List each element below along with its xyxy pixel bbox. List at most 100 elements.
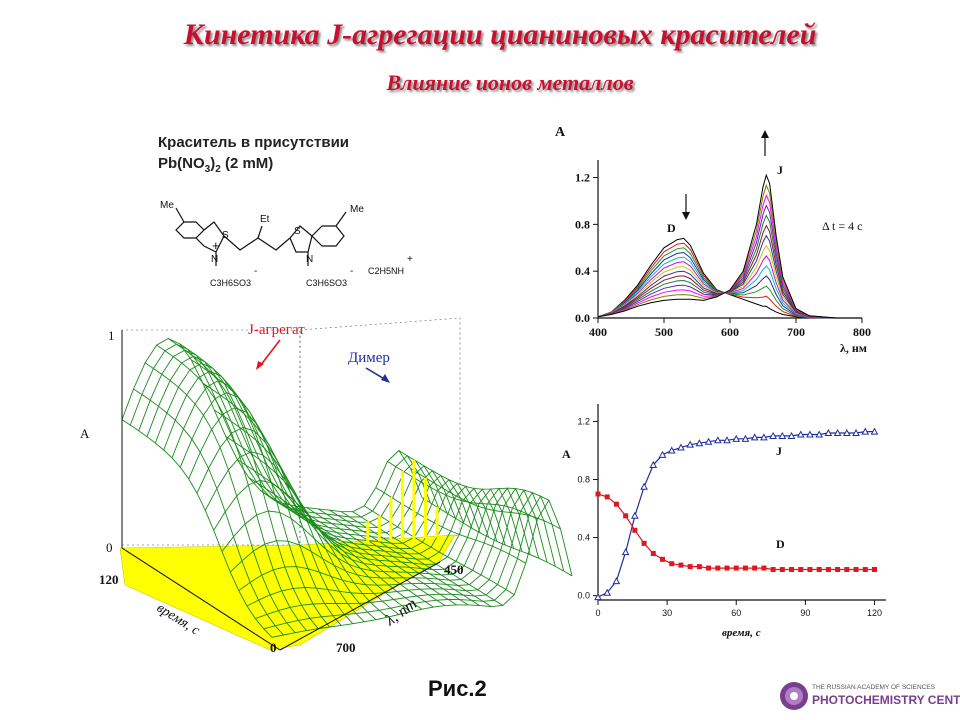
- spectra-y-tick-label: 0.4: [575, 264, 590, 278]
- kinetics-point-D: [678, 562, 684, 568]
- surface-mesh-line-time: [410, 468, 561, 530]
- struct-counter-ion: C2H5NH: [368, 266, 404, 276]
- kinetics-x-tick-label: 120: [867, 608, 882, 618]
- kinetics-point-J: [833, 428, 842, 437]
- kinetics-point-D: [761, 565, 767, 571]
- caption-line-2: Pb(NO3)2 (2 mM): [158, 153, 349, 180]
- kinetics-x-tick-label: 60: [731, 608, 741, 618]
- caption-suffix: (2 mM): [220, 155, 274, 172]
- struct-sulfo-right: C3H6SO3: [306, 278, 347, 288]
- z-tick-0: 0: [106, 540, 113, 555]
- struct-me-right: Me: [350, 204, 364, 215]
- surface-mesh-line-time: [225, 436, 377, 621]
- kinetics-label-d: D: [776, 537, 785, 551]
- surface-mesh-line-time: [179, 343, 331, 628]
- kinetics-point-J: [594, 593, 602, 601]
- kinetics-point-J: [732, 434, 741, 442]
- struct-plus-counter: +: [407, 254, 413, 265]
- figure-label: Рис.2: [428, 676, 487, 701]
- kinetics-point-D: [871, 567, 877, 573]
- kinetics-point-J: [778, 431, 787, 439]
- kinetics-point-D: [779, 567, 785, 573]
- kinetics-point-D: [807, 567, 813, 573]
- surface-mesh-line-time: [156, 344, 307, 631]
- kinetics-point-D: [825, 567, 831, 573]
- struct-minus-left: -: [254, 266, 257, 277]
- kinetics-point-D: [641, 540, 647, 546]
- kinetics-line-J: [597, 431, 875, 598]
- kinetics-y-tick-label: 0.8: [577, 474, 590, 484]
- surface-mesh-line-time: [202, 382, 354, 625]
- struct-sulfo-left: C3H6SO3: [210, 278, 251, 288]
- kinetics-ticks: 0 30 60 90 120 0.0 0.4 0.8 1.2: [577, 416, 882, 618]
- surface-3d-chart: 1 0 A 120 0 450 700 время, с λ, nm J-агр…: [80, 317, 573, 655]
- kinetics-point-J: [695, 439, 704, 447]
- kinetics-point-J: [852, 428, 860, 437]
- kinetics-y-label: A: [562, 447, 571, 461]
- surface-mesh-line-time: [375, 487, 527, 564]
- spectrum-line: [597, 173, 862, 319]
- surface-mesh-line-wavelength: [179, 392, 481, 550]
- kinetics-point-D: [669, 561, 675, 567]
- kinetics-y-tick-label: 0.4: [577, 533, 590, 543]
- kinetics-y-tick-label: 0.0: [577, 591, 590, 601]
- kinetics-point-J: [787, 431, 796, 439]
- kinetics-point-D: [706, 565, 712, 571]
- kinetics-point-J: [713, 436, 722, 444]
- kinetics-point-J: [750, 433, 759, 441]
- kinetics-point-J: [870, 427, 879, 435]
- page-title: Кинетика J-агрегации цианиновых красител…: [183, 18, 817, 51]
- kinetics-point-D: [798, 567, 804, 573]
- kinetics-point-J: [612, 577, 621, 585]
- left-thiazole-ring: [195, 221, 225, 253]
- struct-plus-left: +: [212, 238, 220, 253]
- kinetics-point-D: [604, 494, 610, 500]
- logo-emblem-icon: [780, 682, 808, 710]
- kinetics-point-J: [806, 430, 814, 438]
- caption-line-1: Краситель в присутствии: [158, 134, 350, 151]
- kinetics-y-tick-label: 1.2: [577, 416, 590, 426]
- annotation-j-arrowhead: [256, 361, 264, 370]
- kinetics-point-D: [816, 567, 822, 573]
- struct-s-left: S: [222, 230, 229, 241]
- right-benzene-ring: [311, 225, 345, 247]
- left-methyl-bond: [175, 207, 185, 223]
- annotation-j-aggregate: J-агрегат: [248, 322, 305, 338]
- struct-me-left: Me: [160, 200, 174, 211]
- surface-mesh-line-time: [421, 497, 573, 577]
- kinetics-x-tick-label: 90: [800, 608, 810, 618]
- spectrum-line: [597, 234, 862, 319]
- spectra-y-tick-label: 1.2: [575, 171, 590, 185]
- struct-n-right: N: [306, 254, 313, 265]
- surface-mesh-line-time: [329, 509, 480, 606]
- wavelength-tick-450: 450: [444, 562, 464, 577]
- kinetics-point-D: [632, 527, 638, 533]
- kinetics-point-J: [760, 433, 768, 441]
- surface-mesh-line-time: [237, 459, 388, 618]
- kinetics-point-D: [613, 501, 619, 507]
- kinetics-point-J: [640, 482, 648, 490]
- surface-mesh-line-time: [317, 508, 469, 606]
- spectrum-line: [597, 244, 862, 319]
- kinetics-point-D: [696, 564, 702, 570]
- kinetics-point-J: [704, 437, 713, 445]
- kinetics-point-D: [660, 556, 666, 562]
- kinetics-point-J: [621, 548, 630, 556]
- time-tick-120: 120: [99, 572, 119, 587]
- kinetics-point-J: [686, 440, 695, 448]
- spectra-lines: [597, 173, 862, 319]
- struct-s-right: S: [294, 226, 301, 237]
- spectra-time-step: Δ t = 4 с: [822, 219, 862, 233]
- surface-mesh-line-time: [283, 503, 434, 608]
- kinetics-point-J: [603, 588, 612, 596]
- surface-mesh-line-time: [167, 338, 319, 629]
- z-axis-label: A: [80, 426, 90, 441]
- spectra-y-tick-label: 0.8: [575, 217, 590, 231]
- spectra-x-tick-label: 700: [787, 325, 805, 339]
- surface-mesh-line-time: [340, 511, 492, 607]
- dye-caption: Краситель в присутствии Pb(NO3)2 (2 mM): [158, 132, 349, 180]
- caption-mid: ): [210, 155, 216, 172]
- surface-mesh-line-time: [271, 498, 423, 610]
- struct-n-left: N: [211, 254, 218, 265]
- surface-mesh-line-time: [398, 450, 550, 501]
